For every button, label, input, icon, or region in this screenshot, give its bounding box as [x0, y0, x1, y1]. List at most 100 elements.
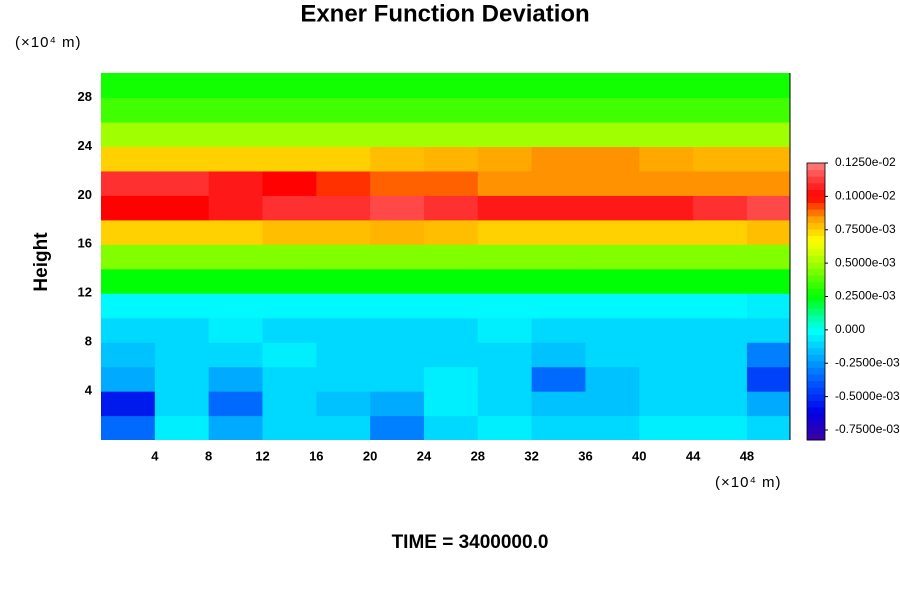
contour-cell	[693, 391, 748, 417]
contour-cell	[746, 342, 790, 368]
colorbar-band	[807, 242, 825, 250]
contour-cell	[316, 219, 371, 245]
contour-cell	[154, 415, 210, 440]
colorbar-label: 0.5000e-03	[835, 255, 896, 269]
x-tick-label: 32	[524, 448, 538, 463]
contour-cell	[585, 170, 640, 196]
contour-cell	[693, 195, 748, 221]
colorbar-label: 0.1250e-02	[835, 155, 896, 169]
colorbar-band	[807, 294, 825, 302]
contour-cell	[370, 317, 425, 343]
colorbar-band	[807, 380, 825, 388]
footer: TIME = 3400000.0	[392, 532, 549, 553]
contour-cell	[693, 293, 748, 319]
colorbar-band	[807, 301, 825, 309]
colorbar-band	[807, 387, 825, 395]
contour-cell	[531, 73, 587, 99]
contour-cell	[101, 219, 156, 245]
colorbar: 0.1250e-02 0.1000e-02 0.7500e-03 0.5000e-03…	[806, 155, 900, 441]
contour-cell	[316, 415, 371, 440]
contour-cell	[477, 195, 533, 221]
contour-cell	[154, 317, 210, 343]
contour-cell	[639, 97, 694, 123]
contour-cell	[531, 342, 587, 368]
contour-cell	[370, 244, 425, 270]
contour-cell	[531, 244, 587, 270]
contour-cell	[370, 146, 425, 172]
contour-cell	[101, 268, 156, 294]
contour-cell	[585, 244, 640, 270]
colorbar-band	[807, 248, 825, 256]
colorbar-band	[807, 255, 825, 263]
contour-cell	[531, 391, 587, 417]
contour-cell	[639, 415, 694, 440]
contour-cell	[262, 415, 317, 440]
contour-cell	[746, 97, 790, 123]
contour-cell	[262, 121, 317, 147]
contour-cell	[477, 244, 533, 270]
y-tick-label: 24	[78, 138, 93, 153]
contour-cell	[423, 121, 479, 147]
x-tick-label: 40	[632, 448, 646, 463]
contour-cell	[370, 195, 425, 221]
contour-cell	[693, 73, 748, 99]
contour-cell	[585, 317, 640, 343]
contour-cell	[154, 170, 210, 196]
contour-cell	[154, 97, 210, 123]
contour-cell	[423, 391, 479, 417]
contour-cell	[101, 170, 156, 196]
colorbar-band	[807, 169, 825, 177]
contour-cell	[370, 293, 425, 319]
contour-cell	[746, 317, 790, 343]
colorbar-band	[807, 222, 825, 230]
colorbar-band	[807, 215, 825, 223]
colorbar-label: -0.2500e-03	[835, 355, 900, 369]
contour-cell	[262, 293, 317, 319]
x-tick-label: 16	[309, 448, 323, 463]
colorbar-band	[807, 334, 825, 342]
contour-cell	[693, 121, 748, 147]
colorbar-band	[807, 182, 825, 190]
contour-cell	[746, 415, 790, 440]
colorbar-label: 0.000	[835, 322, 865, 336]
contour-cell	[316, 366, 371, 392]
colorbar-band	[807, 400, 825, 408]
contour-cell	[101, 244, 156, 270]
contour-cell	[531, 146, 587, 172]
contour-cell	[585, 391, 640, 417]
contour-cell	[477, 342, 533, 368]
contour-cell	[423, 244, 479, 270]
colorbar-band	[807, 209, 825, 217]
colorbar-band	[807, 176, 825, 184]
contour-cell	[585, 97, 640, 123]
contour-cell	[154, 293, 210, 319]
y-tick-label: 4	[85, 383, 93, 398]
colorbar-band	[807, 308, 825, 316]
contour-cell	[477, 121, 533, 147]
contour-cell	[746, 268, 790, 294]
x-tick-label: 28	[471, 448, 485, 463]
y-tick-label: 12	[78, 285, 92, 300]
colorbar-band	[807, 367, 825, 375]
contour-cell	[585, 73, 640, 99]
contour-cell	[262, 97, 317, 123]
contour-cell	[531, 219, 587, 245]
contour-cell	[316, 317, 371, 343]
contour-cell	[531, 415, 587, 440]
contour-cell	[639, 268, 694, 294]
contour-cell	[585, 366, 640, 392]
contour-cell	[370, 415, 425, 440]
contour-cell	[262, 268, 317, 294]
x-tick-label: 20	[363, 448, 377, 463]
contour-cell	[693, 317, 748, 343]
contour-cell	[370, 268, 425, 294]
colorbar-band	[807, 327, 825, 335]
contour-cell	[585, 268, 640, 294]
contour-cell	[316, 342, 371, 368]
contour-cell	[585, 219, 640, 245]
colorbar-band	[807, 407, 825, 415]
colorbar-band	[807, 413, 825, 421]
contour-cell	[585, 121, 640, 147]
contour-cell	[693, 268, 748, 294]
